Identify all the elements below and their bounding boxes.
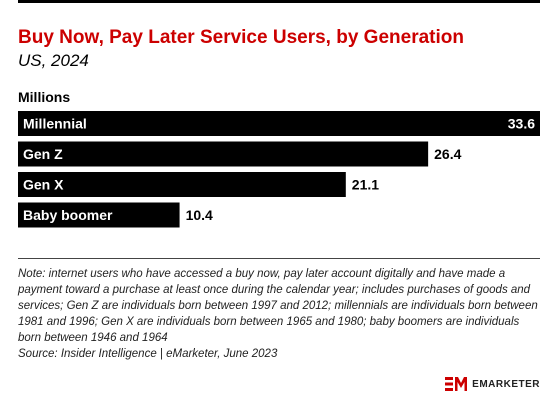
unit-label: Millions (18, 89, 71, 105)
top-rule (18, 0, 540, 3)
value-label: 26.4 (434, 146, 461, 162)
bar-gen-x (18, 172, 346, 197)
note-text: Note: internet users who have accessed a… (18, 268, 538, 344)
source-text: Source: Insider Intelligence | eMarketer… (18, 348, 278, 360)
brand-name: EMARKETER (472, 378, 540, 390)
value-label: 10.4 (186, 207, 213, 223)
category-label: Millennial (23, 116, 87, 132)
bar-chart: Millennial 33.6 Gen Z 26.4 Gen X 21.1 Baby boo… (18, 111, 540, 228)
category-label: Gen X (23, 177, 64, 193)
value-label: 21.1 (352, 177, 379, 193)
bar-millennial (18, 111, 540, 136)
footnote: Note: internet users who have accessed a… (18, 266, 540, 362)
note-divider (18, 258, 540, 259)
emarketer-logo-icon (445, 377, 468, 391)
chart-title: Buy Now, Pay Later Service Users, by Gen… (18, 27, 464, 48)
chart-subtitle: US, 2024 (18, 51, 89, 70)
category-label: Baby boomer (23, 207, 113, 223)
category-label: Gen Z (23, 146, 63, 162)
bar-gen-z (18, 141, 429, 167)
value-label: 33.6 (508, 116, 535, 132)
emarketer-logo: EMARKETER (445, 377, 540, 391)
bar-baby-boomer (18, 202, 180, 228)
